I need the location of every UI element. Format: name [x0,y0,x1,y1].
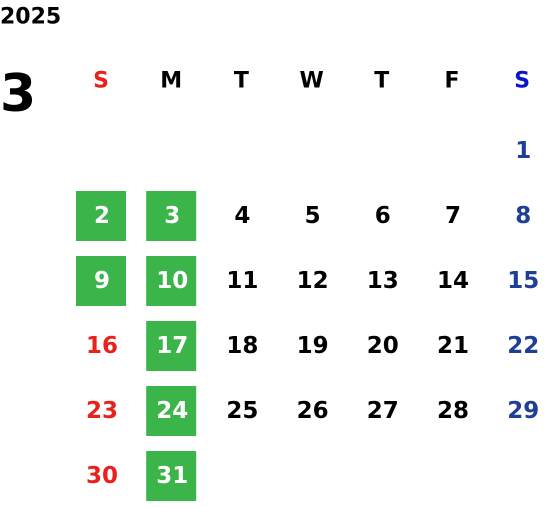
day-number: 14 [437,268,469,294]
year: 2025 [0,5,61,30]
day-number: 19 [297,333,329,359]
day-highlight [146,451,197,501]
day-number: 4 [234,203,250,229]
day-number: 5 [305,203,321,229]
day-number: 25 [226,398,258,424]
day-number: 12 [297,268,329,294]
month: 3 [0,64,36,124]
day-highlight [146,191,197,241]
day-number: 18 [226,333,258,359]
day-number: 10 [156,268,188,294]
day-number: 26 [297,398,329,424]
day-highlight [76,256,126,306]
weekday-label: T [234,69,249,94]
day-number: 9 [94,268,110,294]
weekday-label: W [299,69,323,94]
day-number: 23 [86,398,118,424]
day-highlight [76,191,126,241]
day-number: 1 [515,138,531,164]
day-number: 11 [226,268,258,294]
day-number: 13 [367,268,399,294]
day-highlight [146,321,197,371]
weekday-label: T [374,69,389,94]
weekday-label: S [93,69,109,94]
day-highlight [146,256,197,306]
weekday-label: F [444,69,459,94]
day-highlight [146,386,197,436]
day-number: 2 [94,203,110,229]
day-number: 24 [156,398,188,424]
day-number: 3 [164,203,180,229]
weekday-label: M [160,69,182,94]
day-number: 8 [515,203,531,229]
day-number: 7 [445,203,461,229]
day-number: 22 [507,333,539,359]
day-number: 17 [156,333,188,359]
day-number: 27 [367,398,399,424]
day-number: 21 [437,333,469,359]
day-number: 6 [375,203,391,229]
day-number: 30 [86,463,118,489]
day-number: 16 [86,333,118,359]
weekday-label: S [514,69,530,94]
day-number: 20 [367,333,399,359]
day-number: 29 [507,398,539,424]
day-number: 28 [437,398,469,424]
day-number: 31 [156,463,188,489]
day-number: 15 [507,268,539,294]
